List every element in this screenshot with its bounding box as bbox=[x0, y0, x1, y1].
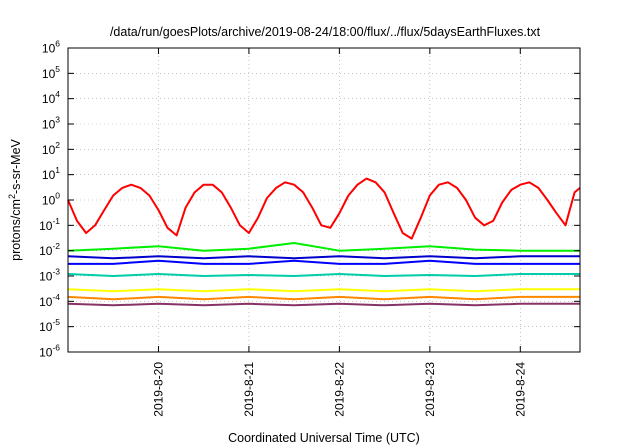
y-axis-label-pre: protons/cm bbox=[9, 199, 23, 261]
y-tick-exponent: 6 bbox=[55, 39, 60, 49]
series-line-3 bbox=[67, 255, 580, 260]
y-tick-exponent: -3 bbox=[52, 267, 60, 277]
y-tick-exponent: 3 bbox=[55, 115, 60, 125]
x-tick-label: 2019-8-21 bbox=[242, 362, 256, 417]
y-tick-base: 10 bbox=[42, 67, 56, 81]
y-tick-label: 10-3 bbox=[39, 267, 60, 284]
y-tick-label: 106 bbox=[42, 39, 60, 56]
x-tick-label: 2019-8-23 bbox=[423, 362, 437, 417]
grid bbox=[68, 48, 580, 352]
y-tick-exponent: -6 bbox=[52, 343, 60, 353]
y-tick-base: 10 bbox=[42, 92, 56, 106]
y-tick-exponent: 0 bbox=[55, 191, 60, 201]
series-line-1 bbox=[67, 177, 581, 240]
y-tick-base: 10 bbox=[42, 118, 56, 132]
y-tick-base: 10 bbox=[39, 219, 53, 233]
series-line-5 bbox=[67, 273, 580, 277]
series-line-6 bbox=[67, 288, 580, 293]
series-group bbox=[67, 177, 581, 307]
y-tick-label: 105 bbox=[42, 64, 60, 81]
y-tick-exponent: 1 bbox=[55, 165, 60, 175]
y-tick-label: 10-1 bbox=[39, 216, 60, 233]
y-tick-label: 100 bbox=[42, 191, 60, 208]
y-tick-label: 10-6 bbox=[39, 343, 60, 360]
series-line-7 bbox=[67, 295, 580, 301]
y-axis-label: protons/cm2-s-sr-MeV bbox=[7, 138, 23, 260]
y-tick-base: 10 bbox=[39, 320, 53, 334]
y-tick-exponent: -2 bbox=[52, 241, 60, 251]
y-tick-base: 10 bbox=[39, 346, 53, 360]
y-tick-base: 10 bbox=[39, 270, 53, 284]
y-tick-label: 101 bbox=[42, 165, 60, 182]
y-tick-exponent: 4 bbox=[55, 89, 60, 99]
series-line-8 bbox=[67, 302, 580, 307]
chart-title: /data/run/goesPlots/archive/2019-08-24/1… bbox=[110, 25, 541, 39]
y-tick-label: 10-5 bbox=[39, 317, 60, 334]
y-tick-exponent: 5 bbox=[55, 64, 60, 74]
y-tick-base: 10 bbox=[39, 244, 53, 258]
y-axis-ticks: 10-610-510-410-310-210-11001011021031041… bbox=[39, 39, 580, 360]
x-axis-label: Coordinated Universal Time (UTC) bbox=[228, 431, 420, 445]
y-tick-exponent: -1 bbox=[52, 216, 60, 226]
series-line-2 bbox=[67, 242, 580, 252]
x-tick-label: 2019-8-24 bbox=[513, 362, 527, 417]
y-tick-label: 104 bbox=[42, 89, 60, 106]
y-tick-label: 10-2 bbox=[39, 241, 60, 258]
series-line-4 bbox=[68, 259, 580, 265]
y-tick-base: 10 bbox=[42, 42, 56, 56]
y-tick-base: 10 bbox=[42, 168, 56, 182]
y-tick-exponent: -5 bbox=[52, 317, 60, 327]
y-tick-exponent: -4 bbox=[52, 292, 60, 302]
x-tick-label: 2019-8-22 bbox=[332, 362, 346, 417]
y-axis-label-post: -s-sr-MeV bbox=[9, 138, 23, 194]
y-axis-label-sup: 2 bbox=[7, 194, 17, 199]
y-tick-label: 102 bbox=[42, 140, 60, 157]
x-axis-ticks: 2019-8-20 2019-8-21 2019-8-22 2019-8-23 2019… bbox=[151, 48, 527, 417]
x-tick-label: 2019-8-20 bbox=[151, 362, 165, 417]
y-tick-label: 103 bbox=[42, 115, 60, 132]
y-tick-label: 10-4 bbox=[39, 292, 60, 309]
y-tick-base: 10 bbox=[39, 295, 53, 309]
y-tick-base: 10 bbox=[42, 194, 56, 208]
y-tick-base: 10 bbox=[42, 143, 56, 157]
y-tick-exponent: 2 bbox=[55, 140, 60, 150]
